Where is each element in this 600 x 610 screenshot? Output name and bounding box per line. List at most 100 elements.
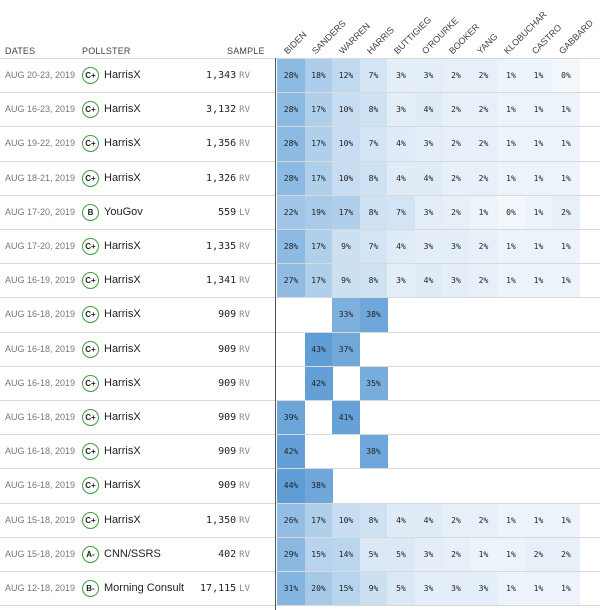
pollster-name[interactable]: HarrisX [104, 411, 141, 423]
table-row[interactable]: AUG 16-23, 2019 C+ HarrisX 3,132 RV 28% 17% 10%… [0, 93, 600, 128]
result-cell: 38% [304, 469, 333, 504]
candidate-header-yang[interactable]: YANG [474, 31, 500, 56]
pollster-name[interactable]: HarrisX [104, 103, 141, 116]
sample-count: 1,326 [206, 172, 237, 184]
candidate-header-biden[interactable]: BIDEN [281, 29, 309, 56]
result-cell: 1% [469, 537, 498, 572]
pollster-name[interactable]: HarrisX [104, 171, 141, 184]
pollster-grade-badge: C+ [82, 306, 99, 324]
result-cell: 38% [359, 435, 388, 470]
table-row[interactable]: AUG 15-18, 2019 C+ HarrisX 1,350 RV 26% 17% 10%… [0, 503, 600, 538]
poll-dates: AUG 16-18, 2019 [5, 446, 76, 457]
result-cell: 2% [552, 537, 580, 572]
poll-dates: AUG 16-18, 2019 [5, 377, 76, 388]
result-cell: 1% [524, 161, 553, 196]
dates-header[interactable]: DATES [5, 46, 36, 56]
result-cell: 17% [304, 503, 333, 538]
result-cell: 42% [304, 366, 333, 401]
pollster-name[interactable]: HarrisX [104, 308, 141, 321]
poll-dates: AUG 12-18, 2019 [5, 583, 76, 593]
poll-dates: AUG 20-23, 2019 [5, 70, 76, 80]
result-cell: 3% [414, 127, 443, 162]
result-cell [277, 333, 305, 367]
pollster-header[interactable]: POLLSTER [82, 46, 131, 56]
result-cell [387, 298, 415, 332]
result-cell [552, 469, 580, 503]
sample-size: 559 LV [218, 207, 250, 218]
sample-size: 1,326 RV [206, 173, 250, 184]
poll-dates: AUG 16-19, 2019 [5, 275, 76, 286]
result-cell [497, 435, 525, 469]
row-divider [0, 160, 600, 162]
result-cell: 44% [277, 469, 305, 504]
pollster-grade-badge: C+ [82, 477, 99, 495]
pollster-grade-badge: C+ [82, 238, 99, 255]
result-cell: 1% [497, 264, 525, 299]
result-cell: 4% [387, 161, 415, 196]
sample-population: RV [239, 413, 250, 423]
pollster-name[interactable]: Morning Consult [104, 582, 185, 594]
table-row[interactable]: AUG 16-18, 2019 C+ HarrisX 909 RV 42% 35% [0, 366, 600, 401]
table-row[interactable]: AUG 17-20, 2019 B YouGov 559 LV 22% 19% 17% 8% 7%… [0, 195, 600, 230]
table-row[interactable]: AUG 20-23, 2019 C+ HarrisX 1,343 RV 28% 18% 12%… [0, 59, 600, 93]
result-cell [470, 401, 498, 435]
result-cell [470, 333, 498, 367]
table-row[interactable]: AUG 15-18, 2019 A- CNN/SSRS 402 RV 29% 15% 14% 5… [0, 537, 600, 572]
pollster-name[interactable]: HarrisX [104, 342, 141, 355]
sample-size: 909 RV [218, 378, 250, 389]
result-cell [415, 333, 443, 367]
sample-size: 1,356 RV [206, 138, 250, 149]
result-cell [360, 401, 388, 435]
pollster-name[interactable]: HarrisX [104, 274, 141, 287]
sample-population: RV [239, 481, 250, 492]
pollster-name[interactable]: HarrisX [104, 137, 141, 150]
table-row[interactable]: AUG 16-18, 2019 C+ HarrisX 909 RV 42% 38% [0, 435, 600, 470]
result-cell: 8% [359, 264, 388, 299]
poll-dates: AUG 17-20, 2019 [5, 241, 76, 251]
table-row[interactable]: AUG 17-20, 2019 C+ HarrisX 1,335 RV 28% 17% 9% 7… [0, 230, 600, 264]
sample-population: LV [239, 584, 250, 594]
table-row[interactable]: AUG 16-18, 2019 C+ HarrisX 909 RV 39% 41% [0, 401, 600, 435]
sample-size: 3,132 RV [206, 104, 250, 115]
pollster-name[interactable]: HarrisX [104, 376, 141, 389]
result-cell [415, 435, 443, 469]
result-cell: 28% [277, 59, 305, 93]
pollster-name[interactable]: HarrisX [104, 445, 141, 458]
result-cell [525, 435, 553, 469]
result-cell: 4% [414, 264, 443, 299]
pollster-name[interactable]: YouGov [104, 205, 143, 218]
sample-size: 1,335 RV [206, 241, 250, 252]
result-cell: 1% [497, 93, 525, 128]
sample-size: 909 RV [218, 480, 250, 491]
result-cell: 28% [277, 127, 305, 162]
pollster-name[interactable]: HarrisX [104, 69, 141, 81]
result-cell: 2% [469, 230, 498, 264]
results-divider [275, 58, 276, 610]
table-row[interactable]: AUG 19-22, 2019 C+ HarrisX 1,356 RV 28% 17% 10%… [0, 127, 600, 162]
result-cell: 8% [359, 93, 388, 128]
result-cell [442, 469, 470, 503]
sample-population: RV [239, 242, 250, 252]
table-row[interactable]: AUG 16-19, 2019 C+ HarrisX 1,341 RV 27% 17% 9% 8… [0, 264, 600, 299]
row-divider [0, 502, 600, 504]
pollster-name[interactable]: HarrisX [104, 513, 141, 526]
pollster-name[interactable]: HarrisX [104, 240, 141, 252]
pollster-grade-badge: B- [82, 580, 99, 597]
pollster-name[interactable]: CNN/SSRS [104, 547, 161, 560]
result-cell: 1% [552, 572, 580, 606]
result-cell: 4% [387, 230, 415, 264]
table-row[interactable]: AUG 18-21, 2019 C+ HarrisX 1,326 RV 28% 17% 10%… [0, 161, 600, 196]
table-row[interactable]: AUG 16-18, 2019 C+ HarrisX 909 RV 44% 38% [0, 469, 600, 504]
candidate-header-gabbard[interactable]: GABBARD [556, 17, 596, 57]
result-cell [552, 401, 580, 435]
pollster-name[interactable]: HarrisX [104, 479, 141, 492]
table-row[interactable]: AUG 16-18, 2019 C+ HarrisX 909 RV 43% 37% [0, 332, 600, 367]
sample-header[interactable]: SAMPLE [227, 46, 265, 56]
result-cell [442, 298, 470, 332]
result-cell: 7% [359, 59, 388, 93]
result-cell: 4% [387, 127, 415, 162]
sample-population: RV [239, 276, 250, 287]
table-row[interactable]: AUG 12-18, 2019 B- Morning Consult 17,115 LV… [0, 572, 600, 606]
table-row[interactable]: AUG 16-18, 2019 C+ HarrisX 909 RV 33% 38% [0, 298, 600, 333]
result-cell: 3% [387, 59, 415, 93]
